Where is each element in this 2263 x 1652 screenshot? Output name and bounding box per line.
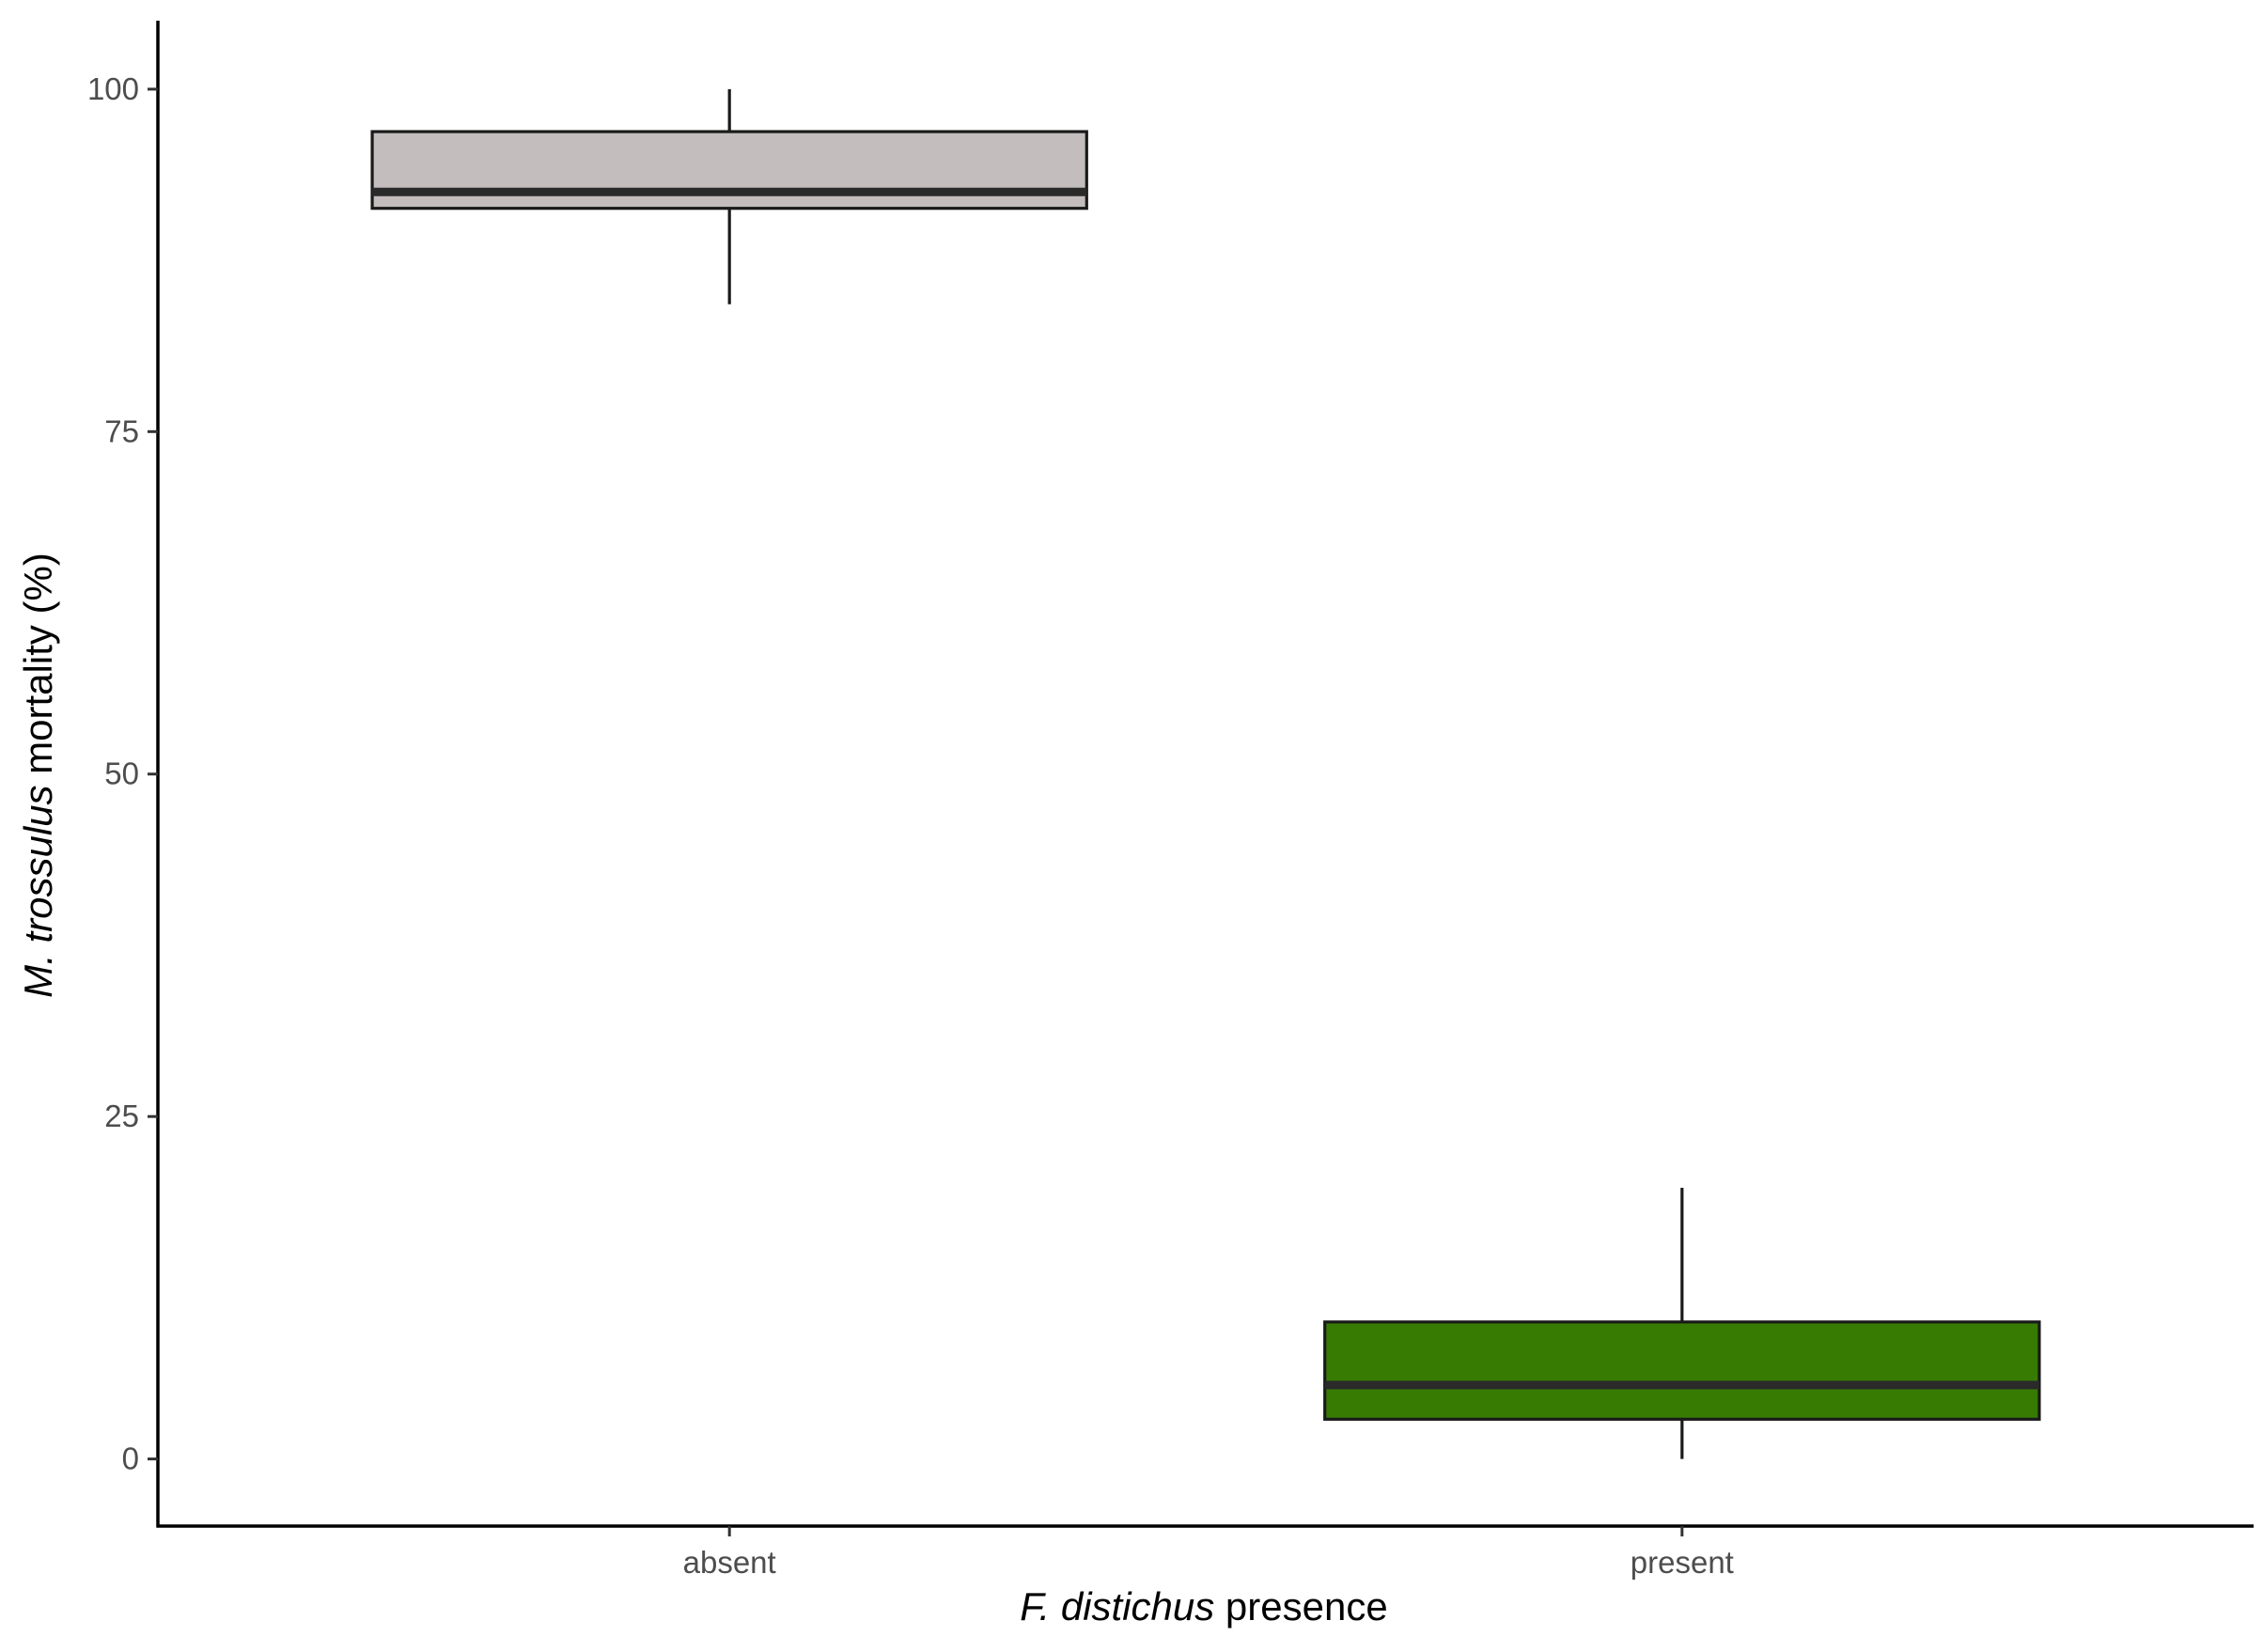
iqr-box-present (1323, 1320, 2041, 1421)
box-present (1323, 1187, 2041, 1459)
x-axis-title-italic: F. distichus (1020, 1584, 1214, 1629)
box-absent (370, 88, 1088, 304)
y-axis-title: M. trossulus mortality (%) (16, 553, 60, 998)
y-tick-label-25: 25 (104, 1099, 139, 1133)
y-tick-label-0: 0 (122, 1442, 139, 1476)
y-axis: 0 25 50 75 100 (87, 21, 160, 1528)
x-tick-label-present: present (1631, 1545, 1734, 1580)
y-tick-label-100: 100 (87, 71, 139, 106)
y-axis-title-italic: M. trossulus (16, 785, 60, 997)
x-axis: absent present (156, 1524, 2254, 1580)
y-tick-label-50: 50 (104, 756, 139, 791)
iqr-box-absent (370, 130, 1088, 210)
y-tick-label-75: 75 (104, 413, 139, 448)
x-axis-title: F. distichus presence (1020, 1584, 1387, 1629)
x-axis-title-plain: presence (1214, 1584, 1387, 1629)
y-axis-title-plain: mortality (%) (16, 553, 60, 785)
x-tick-label-absent: absent (683, 1545, 776, 1580)
boxes-layer (370, 88, 2041, 1459)
